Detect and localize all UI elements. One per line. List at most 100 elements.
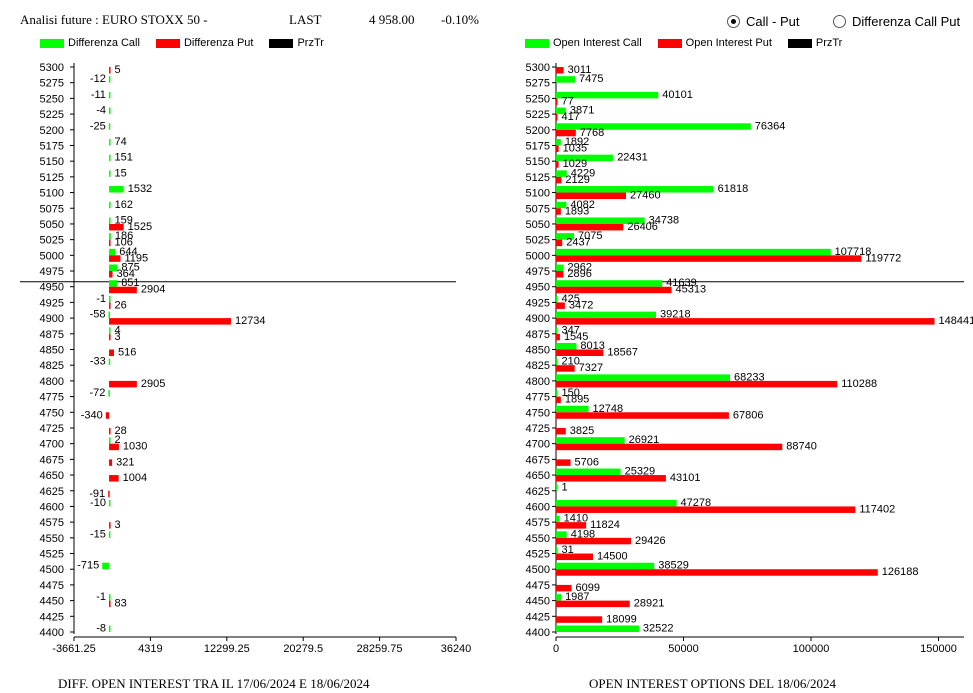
oi-bar-put bbox=[556, 333, 560, 341]
radio-diff-call-put[interactable]: Differenza Call Put bbox=[833, 14, 960, 29]
oi-data-label-call: 76364 bbox=[755, 120, 786, 132]
diff-y-tick-label: 4725 bbox=[40, 423, 64, 435]
oi-data-label-put: 1895 bbox=[565, 394, 589, 406]
diff-bar-call bbox=[108, 358, 111, 366]
oi-bar-call bbox=[556, 280, 663, 287]
diff-bar-put bbox=[109, 427, 111, 435]
diff-bar-put bbox=[109, 255, 121, 262]
oi-data-label-call: 8013 bbox=[580, 340, 604, 352]
oi-data-label-call: 1 bbox=[562, 481, 568, 493]
diff-y-tick-label: 5200 bbox=[40, 125, 64, 137]
radio-call-put[interactable]: Call - Put bbox=[727, 14, 799, 29]
left-legend: Differenza Call Differenza Put PrzTr bbox=[40, 37, 340, 49]
diff-y-tick-label: 4900 bbox=[40, 313, 64, 325]
right-legend: Open Interest Call Open Interest Put Prz… bbox=[525, 37, 858, 49]
diff-bar-call bbox=[108, 91, 111, 99]
diff-data-label-call: -25 bbox=[90, 120, 106, 132]
oi-data-label-call: 1987 bbox=[565, 591, 589, 603]
oi-data-label-call: 40101 bbox=[662, 89, 693, 101]
oi-y-tick-label: 4475 bbox=[526, 580, 550, 592]
oi-data-label-call: 3871 bbox=[570, 105, 594, 117]
oi-bar-call bbox=[556, 295, 558, 303]
diff-data-label-call: 151 bbox=[115, 152, 133, 164]
oi-data-label-put: 5706 bbox=[575, 456, 599, 468]
diff-data-label-call: 2 bbox=[115, 434, 121, 446]
oi-data-label-call: 61818 bbox=[718, 183, 749, 195]
oi-bar-put bbox=[556, 255, 862, 262]
diff-data-label-call: -715 bbox=[77, 560, 99, 572]
diff-bar-put bbox=[108, 490, 110, 498]
diff-y-tick-label: 4875 bbox=[40, 329, 64, 341]
oi-bar-put bbox=[556, 161, 559, 168]
oi-bar-call bbox=[556, 107, 566, 115]
oi-bar-put bbox=[556, 475, 666, 482]
oi-data-label-call: 47278 bbox=[681, 497, 712, 509]
legend-item: PrzTr bbox=[787, 37, 843, 49]
oi-y-tick-label: 4925 bbox=[526, 297, 550, 309]
oi-bar-call bbox=[556, 138, 561, 146]
oi-bar-put bbox=[556, 365, 575, 372]
diff-x-tick-label: 4319 bbox=[138, 643, 162, 655]
oi-y-tick-label: 5000 bbox=[526, 250, 550, 262]
oi-data-label-put: 3472 bbox=[569, 299, 593, 311]
oi-bar-call bbox=[556, 170, 567, 177]
oi-data-label-call: 7075 bbox=[578, 230, 602, 242]
oi-data-label-call: 347 bbox=[562, 324, 580, 336]
diff-y-tick-label: 4675 bbox=[40, 454, 64, 466]
diff-bar-call bbox=[108, 76, 111, 83]
legend-item: PrzTr bbox=[269, 37, 324, 49]
oi-bar-put bbox=[556, 569, 878, 576]
diff-y-tick-label: 4825 bbox=[40, 360, 64, 372]
legend-swatch-call bbox=[40, 38, 64, 48]
diff-y-tick-label: 4525 bbox=[40, 549, 64, 561]
diff-bar-call bbox=[109, 154, 111, 162]
legend-swatch-call bbox=[525, 38, 549, 48]
oi-bar-call bbox=[556, 515, 560, 523]
oi-y-tick-label: 4800 bbox=[526, 376, 550, 388]
diff-bar-put bbox=[109, 522, 111, 529]
legend-label: PrzTr bbox=[297, 37, 324, 49]
oi-y-tick-label: 5125 bbox=[526, 172, 550, 184]
oi-data-label-put: 1029 bbox=[563, 158, 587, 170]
diff-bar-call bbox=[108, 499, 111, 507]
oi-data-label-call: 4198 bbox=[571, 528, 595, 540]
oi-bar-put bbox=[556, 114, 558, 121]
oi-data-label-put: 3011 bbox=[568, 64, 592, 76]
oi-y-tick-label: 4725 bbox=[526, 423, 550, 435]
diff-x-tick-label: 36240 bbox=[441, 643, 472, 655]
oi-bar-call bbox=[556, 625, 639, 632]
diff-y-tick-label: 5225 bbox=[40, 109, 64, 121]
oi-bar-call bbox=[556, 499, 677, 507]
oi-y-tick-label: 4875 bbox=[526, 329, 550, 341]
oi-bar-put bbox=[556, 302, 565, 309]
oi-y-tick-label: 5025 bbox=[526, 235, 550, 247]
diff-y-tick-label: 4975 bbox=[40, 266, 64, 278]
legend-label: PrzTr bbox=[815, 37, 843, 49]
oi-y-tick-label: 4900 bbox=[526, 313, 550, 325]
diff-bar-call bbox=[102, 562, 110, 570]
oi-bar-put bbox=[556, 129, 576, 137]
oi-data-label-put: 117402 bbox=[859, 503, 895, 515]
diff-bar-put bbox=[109, 459, 113, 466]
oi-bar-call bbox=[556, 562, 655, 570]
diff-data-label-call: 851 bbox=[121, 277, 139, 289]
diff-data-label-call: -72 bbox=[89, 387, 105, 399]
oi-data-label-put: 2129 bbox=[565, 174, 589, 186]
oi-y-tick-label: 5150 bbox=[526, 156, 550, 168]
oi-bar-call bbox=[556, 484, 558, 491]
legend-label: Differenza Call bbox=[68, 37, 140, 49]
diff-bar-put bbox=[109, 271, 113, 278]
diff-data-label-put: 321 bbox=[116, 456, 134, 468]
diff-y-tick-label: 5075 bbox=[40, 203, 64, 215]
oi-data-label-call: 68233 bbox=[734, 371, 765, 383]
legend-swatch-put bbox=[657, 38, 682, 48]
oi-data-label-put: 6099 bbox=[576, 582, 600, 594]
diff-x-tick-label: 20279.5 bbox=[283, 643, 323, 655]
oi-data-label-put: 119772 bbox=[865, 252, 901, 264]
oi-data-label-call: 425 bbox=[562, 293, 580, 305]
oi-data-label-call: 41639 bbox=[666, 277, 697, 289]
diff-bar-call bbox=[109, 107, 111, 115]
diff-bar-put bbox=[109, 302, 111, 309]
oi-bar-call bbox=[556, 594, 562, 601]
diff-data-label-call: 159 bbox=[115, 214, 133, 226]
